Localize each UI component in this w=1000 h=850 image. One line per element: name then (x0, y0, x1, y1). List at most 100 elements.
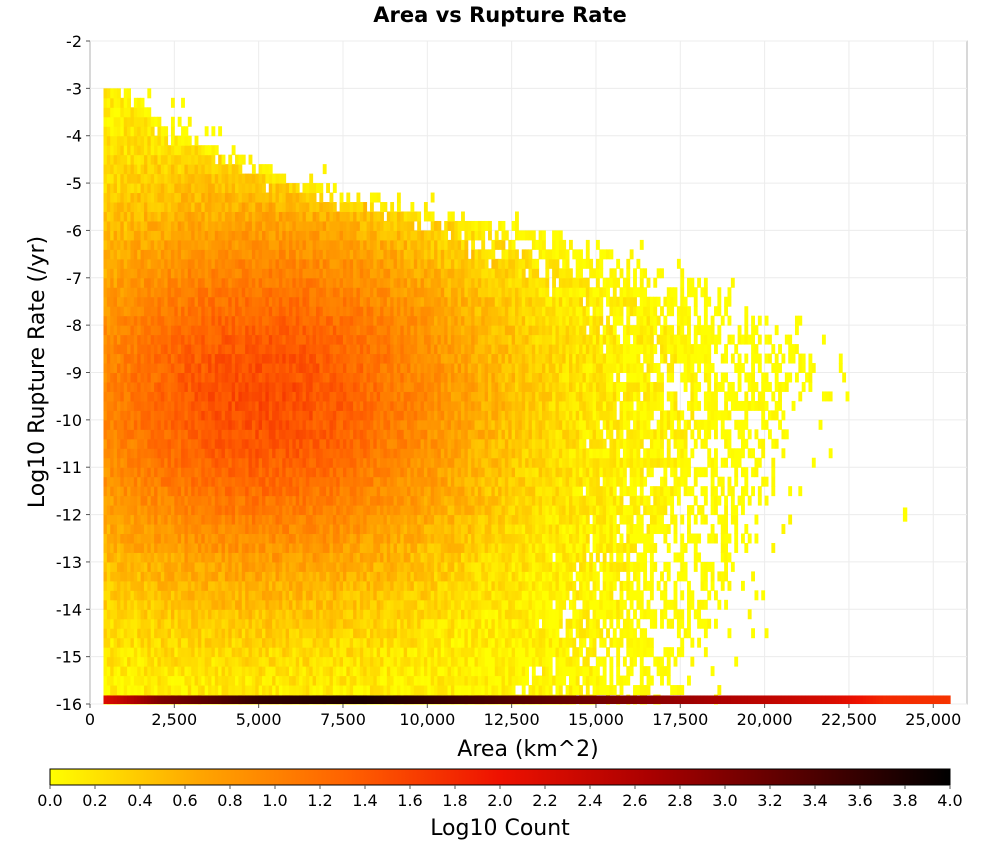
heatmap-cell (218, 505, 223, 516)
heatmap-cell (531, 514, 536, 525)
heatmap-cell (238, 505, 243, 516)
heatmap-cell (181, 618, 185, 629)
heatmap-cell (319, 505, 324, 516)
heatmap-cell (461, 637, 465, 648)
heatmap-cell (545, 495, 550, 506)
heatmap-cell (592, 647, 597, 658)
heatmap-cell (322, 524, 327, 535)
heatmap-cell (147, 542, 152, 553)
heatmap-cell (373, 542, 378, 553)
heatmap-cell (427, 675, 432, 686)
heatmap-cell (265, 580, 270, 591)
heatmap-cell (373, 429, 378, 440)
heatmap-cell (224, 618, 229, 629)
heatmap-cell (218, 419, 223, 430)
heatmap-cell (504, 438, 509, 449)
heatmap-cell (741, 429, 745, 440)
heatmap-cell (626, 590, 631, 601)
heatmap-cell (535, 647, 540, 658)
heatmap-cell (427, 580, 432, 591)
heatmap-cell (734, 533, 739, 544)
heatmap-cell (558, 495, 563, 506)
heatmap-cell (754, 514, 759, 525)
heatmap-cell (504, 656, 509, 667)
heatmap-cell (653, 486, 658, 497)
heatmap-cell (639, 628, 644, 639)
heatmap-cell (450, 552, 455, 563)
heatmap-cell (201, 675, 206, 686)
heatmap-cell (518, 505, 523, 516)
heatmap-cell (437, 647, 442, 658)
heatmap-cell (683, 429, 688, 440)
heatmap-cell (639, 609, 644, 620)
heatmap-cell (174, 609, 179, 620)
heatmap-cell (703, 599, 708, 610)
heatmap-cell (346, 571, 351, 582)
heatmap-cell (467, 505, 472, 516)
heatmap-cell (447, 495, 452, 506)
heatmap-cell (504, 561, 509, 572)
heatmap-cell (676, 685, 681, 696)
heatmap-cell (660, 429, 664, 440)
heatmap-cell (278, 675, 283, 686)
heatmap-cell (312, 514, 317, 525)
heatmap-cell (390, 618, 395, 629)
heatmap-cell (224, 476, 229, 487)
heatmap-cell (201, 419, 206, 430)
heatmap-cell (204, 467, 209, 478)
heatmap-cell (592, 618, 597, 629)
heatmap-cell (305, 542, 310, 553)
heatmap-cell (491, 438, 496, 449)
heatmap-cell (491, 628, 496, 639)
heatmap-cell (235, 495, 239, 506)
heatmap-cell (474, 656, 479, 667)
heatmap-cell (525, 666, 529, 677)
heatmap-cell (430, 656, 435, 667)
heatmap-cell (224, 656, 229, 667)
heatmap-cell (353, 419, 357, 430)
heatmap-cell (130, 647, 135, 658)
heatmap-cell (363, 486, 368, 497)
heatmap-cell (390, 609, 395, 620)
heatmap-cell (312, 590, 317, 601)
heatmap-cell (251, 647, 256, 658)
heatmap-cell (262, 656, 266, 667)
heatmap-cell (187, 552, 192, 563)
heatmap-cell (133, 429, 138, 440)
heatmap-cell (565, 524, 570, 535)
heatmap-cell (127, 618, 131, 629)
heatmap-cell (383, 666, 388, 677)
heatmap-cell (218, 542, 223, 553)
heatmap-cell (289, 628, 293, 639)
heatmap-cell (622, 675, 627, 686)
heatmap-cell (676, 457, 681, 468)
heatmap-cell (373, 628, 378, 639)
heatmap-cell (649, 505, 654, 516)
heatmap-cell (110, 457, 115, 468)
heatmap-cell (538, 571, 543, 582)
heatmap-cell (103, 618, 108, 629)
heatmap-cell (616, 438, 621, 449)
heatmap-cell (322, 505, 327, 516)
heatmap-cell (666, 542, 671, 553)
heatmap-cell (137, 429, 142, 440)
heatmap-cell (595, 552, 600, 563)
heatmap-cell (423, 609, 428, 620)
heatmap-cell (194, 552, 199, 563)
heatmap-cell (710, 476, 715, 487)
heatmap-cell (676, 476, 681, 487)
heatmap-cell (403, 628, 408, 639)
heatmap-cell (278, 514, 283, 525)
heatmap-cell (444, 476, 449, 487)
heatmap-cell (697, 618, 702, 629)
heatmap-cell (592, 571, 597, 582)
heatmap-cell (241, 505, 246, 516)
heatmap-cell (137, 637, 142, 648)
heatmap-cell (103, 675, 108, 686)
heatmap-cell (727, 448, 732, 459)
heatmap-cell (160, 580, 165, 591)
heatmap-cell (575, 571, 580, 582)
heatmap-cell (558, 590, 563, 601)
heatmap-cell (231, 467, 236, 478)
heatmap-cell (282, 552, 287, 563)
